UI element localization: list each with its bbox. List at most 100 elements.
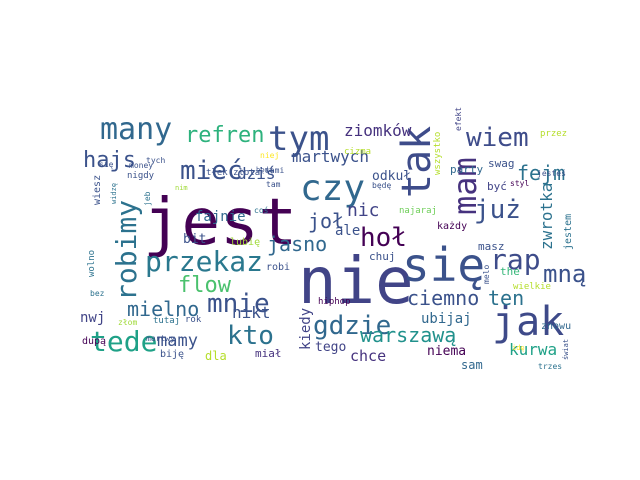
word: chuj xyxy=(369,250,396,263)
word: się xyxy=(99,160,114,169)
word: dupą xyxy=(82,336,106,347)
word: bit xyxy=(183,232,206,247)
word: być xyxy=(487,180,507,193)
word: ziomków xyxy=(344,121,412,140)
word: nic xyxy=(347,200,380,221)
word: many xyxy=(100,112,172,147)
word: nie xyxy=(298,245,414,319)
word: złom xyxy=(118,318,137,327)
word: kto xyxy=(227,321,274,351)
word: zwrotka xyxy=(537,183,556,250)
word: gdzie xyxy=(313,311,391,341)
word: wszystko xyxy=(433,132,443,175)
word: jest xyxy=(143,186,297,260)
word: dziś xyxy=(237,164,276,183)
word: odkuł xyxy=(372,169,411,184)
word: czy xyxy=(300,168,365,209)
word: widzę xyxy=(110,183,118,204)
word: świat xyxy=(562,339,570,360)
word: warszawą xyxy=(360,323,456,347)
word: mam xyxy=(446,157,484,215)
word: przekaz xyxy=(145,245,263,278)
word: tutaj xyxy=(153,316,180,326)
word: się xyxy=(402,238,485,292)
word: fajnie xyxy=(195,209,246,225)
word: jasno xyxy=(267,232,327,256)
word: najaraj xyxy=(399,206,437,216)
word: cizma xyxy=(344,147,371,157)
word: mielno xyxy=(127,297,199,321)
word: refren xyxy=(185,123,264,148)
word: dla xyxy=(205,349,227,363)
word: niej xyxy=(260,151,279,160)
word: martwy xyxy=(146,334,175,343)
word: miał xyxy=(255,347,282,360)
word: nwj xyxy=(80,310,105,326)
word: już xyxy=(474,195,521,225)
word: lubię xyxy=(230,237,260,248)
word: styl xyxy=(510,179,529,188)
word: tego xyxy=(315,340,346,355)
word: tam xyxy=(266,180,281,189)
word: jestem xyxy=(563,214,574,250)
word: the xyxy=(500,265,520,278)
word: hiphop xyxy=(318,297,351,307)
word: money xyxy=(129,161,153,170)
word: nikt xyxy=(232,303,271,322)
word: wiesz xyxy=(92,175,103,205)
word: robimy xyxy=(110,200,143,301)
word: bez xyxy=(90,289,105,298)
word: rok xyxy=(185,315,202,325)
word: jak xyxy=(492,299,564,345)
word: ale xyxy=(335,223,360,239)
word: mieć xyxy=(180,156,243,186)
word: mnie xyxy=(207,289,270,319)
word: jesteś xyxy=(537,168,566,178)
word: rap xyxy=(490,243,541,276)
word: ubijaj xyxy=(421,311,472,327)
word: wiem xyxy=(466,123,529,153)
word: ciemno xyxy=(407,286,479,310)
word: będą xyxy=(256,166,273,174)
word: tym xyxy=(268,119,329,159)
word: mamy xyxy=(157,331,198,351)
word: chce xyxy=(350,347,386,365)
word: robi xyxy=(266,262,290,273)
word: biję xyxy=(160,349,184,360)
word: fejm xyxy=(517,161,565,185)
word: kurwa xyxy=(509,340,557,359)
word: niema xyxy=(427,344,466,359)
word: sam xyxy=(461,358,483,372)
word: flow xyxy=(178,273,232,298)
word: party xyxy=(450,163,483,176)
word: swag xyxy=(488,157,515,170)
word: jeb xyxy=(143,191,152,206)
word: tede xyxy=(90,325,157,358)
word: hoł xyxy=(360,223,407,253)
word: tłek złota xyxy=(206,168,260,178)
word: kiedy xyxy=(298,308,314,350)
word: coś xyxy=(254,205,269,215)
word: joł xyxy=(308,209,344,233)
word: wolno xyxy=(87,250,97,277)
word: tak xyxy=(394,126,440,198)
word: mną xyxy=(543,260,586,288)
word: melo xyxy=(482,265,491,284)
word: nim xyxy=(175,184,188,192)
word: ten xyxy=(488,286,524,310)
word-cloud-words: nie jest się jak tak czy tym many mam ro… xyxy=(80,107,586,372)
word: martwych xyxy=(292,147,369,166)
word: tych xyxy=(146,156,165,165)
word: wielkie xyxy=(513,282,551,292)
word: znowu xyxy=(541,321,571,332)
word: sami xyxy=(265,166,284,175)
word: każdy xyxy=(437,221,467,232)
word: hajs xyxy=(83,148,136,173)
word: masz xyxy=(478,240,505,253)
word: trzes xyxy=(538,362,562,371)
word: nigdy xyxy=(127,171,155,181)
word: przez xyxy=(540,129,567,139)
word: idę xyxy=(512,344,525,352)
word: będę xyxy=(372,181,391,190)
